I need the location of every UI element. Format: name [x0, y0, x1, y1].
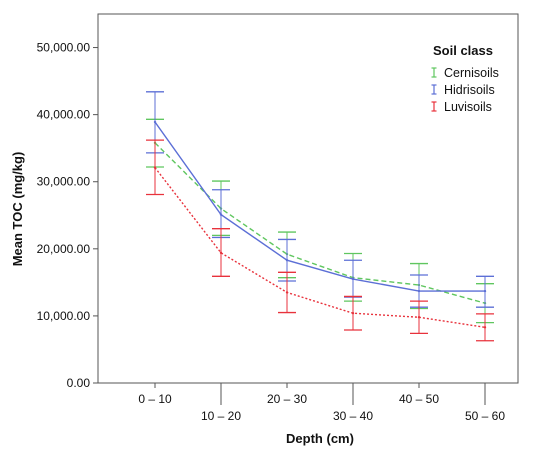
data-point: [417, 316, 421, 319]
legend-item-hidrisoils: Hidrisoils: [431, 83, 495, 97]
legend-label: Cernisoils: [444, 66, 499, 80]
data-point: [219, 213, 223, 216]
legend-item-luvisoils: Luvisoils: [431, 100, 492, 114]
data-point: [351, 312, 355, 315]
data-point: [351, 277, 355, 281]
legend: Soil class Cernisoils Hidrisoils Luvisoils: [431, 43, 499, 114]
y-tick-label: 50,000.00: [37, 41, 91, 55]
x-tick-label: 40 – 50: [399, 392, 439, 406]
series-hidrisoils: [146, 91, 494, 308]
legend-items: Cernisoils Hidrisoils Luvisoils: [431, 66, 499, 114]
x-tick-label: 20 – 30: [267, 392, 307, 406]
data-point: [483, 289, 487, 293]
legend-item-cernisoils: Cernisoils: [431, 66, 499, 80]
legend-label: Hidrisoils: [444, 83, 495, 97]
y-tick-label: 20,000.00: [37, 242, 91, 256]
x-tick-label: 30 – 40: [333, 409, 373, 423]
x-tick-label: 50 – 60: [465, 409, 505, 423]
x-axis-title: Depth (cm): [286, 431, 354, 446]
series-luvisoils: [146, 139, 494, 342]
series-line: [154, 142, 486, 304]
data-point: [285, 259, 289, 262]
y-tick-label: 0.00: [67, 376, 91, 390]
data-point: [417, 289, 421, 293]
plot-border: [97, 13, 519, 384]
data-point: [219, 251, 223, 255]
y-axis-title: Mean TOC (mg/kg): [10, 152, 25, 267]
y-tick-label: 30,000.00: [37, 175, 91, 189]
data-point: [153, 166, 157, 169]
y-axis: 0.00 10,000.00 20,000.00 30,000.00 40,000.00…: [37, 41, 98, 390]
series-layer: [146, 91, 494, 342]
legend-label: Luvisoils: [444, 100, 492, 114]
series-cernisoils: [146, 118, 494, 324]
data-point: [483, 326, 487, 329]
data-point: [153, 120, 157, 124]
series-line: [154, 121, 485, 292]
data-point: [285, 291, 289, 294]
x-tick-label: 0 – 10: [138, 392, 172, 406]
y-tick-label: 40,000.00: [37, 108, 91, 122]
x-axis: 0 – 10 10 – 20 20 – 30 30 – 40 40 – 50 50 – 6…: [138, 383, 505, 423]
series-line: [154, 167, 486, 329]
plot-frame: [97, 13, 519, 384]
y-tick-label: 10,000.00: [37, 309, 91, 323]
x-tick-label: 10 – 20: [201, 409, 241, 423]
legend-title: Soil class: [433, 43, 493, 58]
